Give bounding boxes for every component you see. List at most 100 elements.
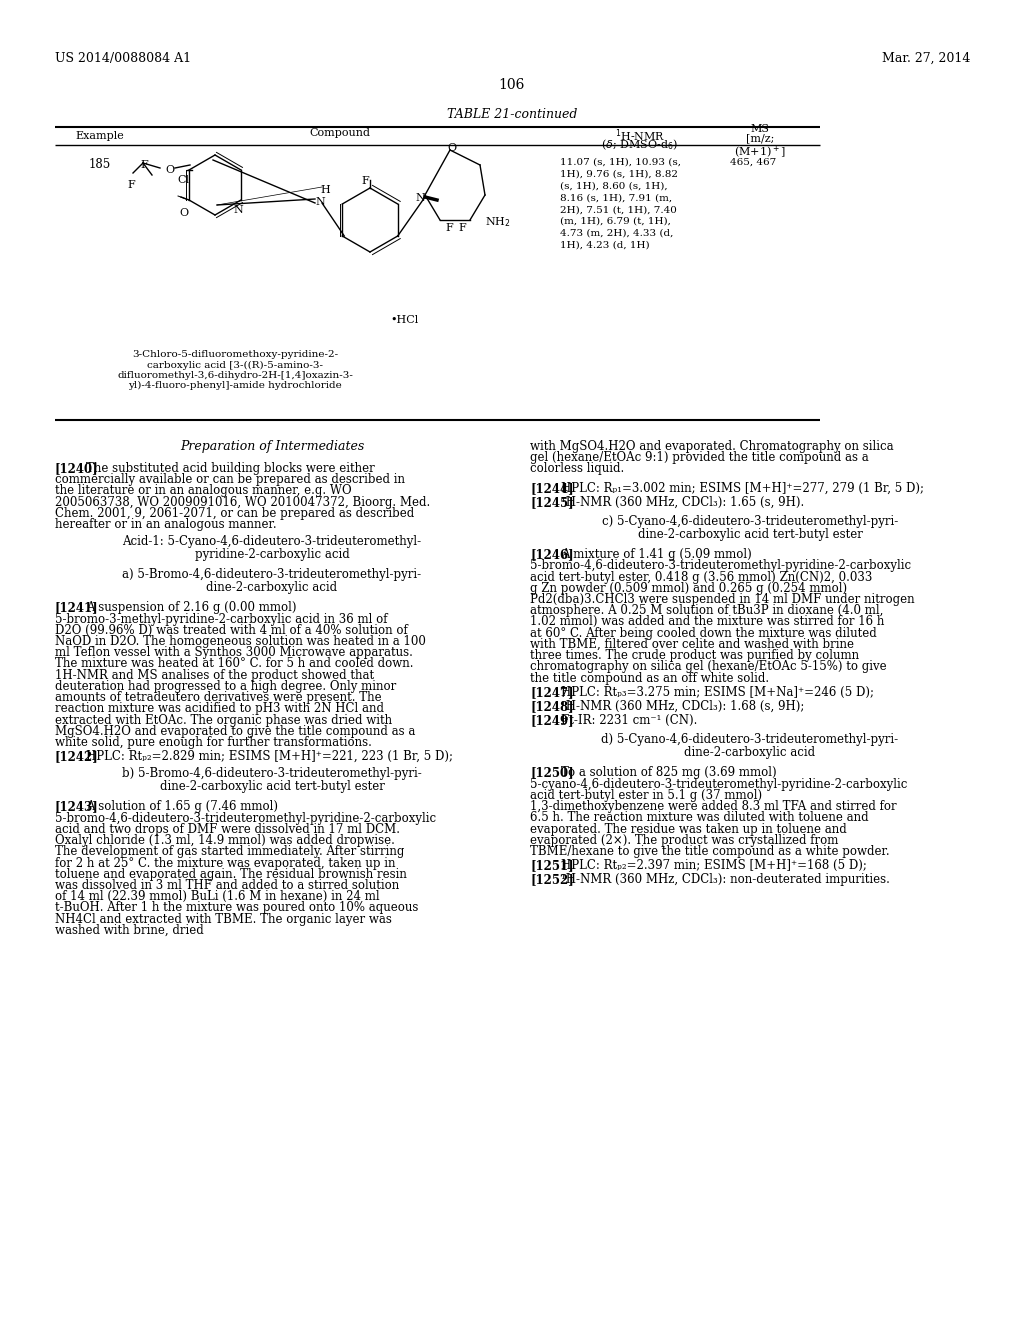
Text: [1244]: [1244] <box>530 482 573 495</box>
Text: D2O (99.96% D) was treated with 4 ml of a 40% solution of: D2O (99.96% D) was treated with 4 ml of … <box>55 624 408 636</box>
Text: Acid-1: 5-Cyano-4,6-dideutero-3-trideuteromethyl-: Acid-1: 5-Cyano-4,6-dideutero-3-trideute… <box>123 536 422 548</box>
Text: The mixture was heated at 160° C. for 5 h and cooled down.: The mixture was heated at 160° C. for 5 … <box>55 657 414 671</box>
Text: extracted with EtOAc. The organic phase was dried with: extracted with EtOAc. The organic phase … <box>55 714 392 726</box>
Text: 2005063738, WO 2009091016, WO 2010047372, Bioorg. Med.: 2005063738, WO 2009091016, WO 2010047372… <box>55 496 430 508</box>
Text: 5-cyano-4,6-dideutero-3-trideuteromethyl-pyridine-2-carboxylic: 5-cyano-4,6-dideutero-3-trideuteromethyl… <box>530 777 907 791</box>
Text: dine-2-carboxylic acid tert-butyl ester: dine-2-carboxylic acid tert-butyl ester <box>160 780 384 793</box>
Text: 11.07 (s, 1H), 10.93 (s,
1H), 9.76 (s, 1H), 8.82
(s, 1H), 8.60 (s, 1H),
8.16 (s,: 11.07 (s, 1H), 10.93 (s, 1H), 9.76 (s, 1… <box>560 158 681 249</box>
Text: [1242]: [1242] <box>55 750 98 763</box>
Text: HPLC: Rtₚ₃=3.275 min; ESIMS [M+Na]⁺=246 (5 D);: HPLC: Rtₚ₃=3.275 min; ESIMS [M+Na]⁺=246 … <box>561 686 874 698</box>
Text: Oxalyl chloride (1.3 ml, 14.9 mmol) was added dropwise.: Oxalyl chloride (1.3 ml, 14.9 mmol) was … <box>55 834 395 847</box>
Text: pyridine-2-carboxylic acid: pyridine-2-carboxylic acid <box>195 548 349 561</box>
Text: Cl: Cl <box>177 176 189 185</box>
Text: O: O <box>165 165 174 176</box>
Text: [1246]: [1246] <box>530 548 573 561</box>
Text: of 14 ml (22.39 mmol) BuLi (1.6 M in hexane) in 24 ml: of 14 ml (22.39 mmol) BuLi (1.6 M in hex… <box>55 890 380 903</box>
Text: ¹H-NMR (360 MHz, CDCl₃): 1.68 (s, 9H);: ¹H-NMR (360 MHz, CDCl₃): 1.68 (s, 9H); <box>561 700 805 713</box>
Text: amounts of tetradeutero derivatives were present. The: amounts of tetradeutero derivatives were… <box>55 692 382 704</box>
Text: The development of gas started immediately. After stirring: The development of gas started immediate… <box>55 845 404 858</box>
Text: F: F <box>361 176 369 186</box>
Text: a) 5-Bromo-4,6-dideutero-3-trideuteromethyl-pyri-: a) 5-Bromo-4,6-dideutero-3-trideuteromet… <box>123 569 422 581</box>
Text: A suspension of 2.16 g (0.00 mmol): A suspension of 2.16 g (0.00 mmol) <box>86 602 297 614</box>
Text: A mixture of 1.41 g (5.09 mmol): A mixture of 1.41 g (5.09 mmol) <box>561 548 752 561</box>
Text: O: O <box>447 143 456 153</box>
Text: ($\delta$; DMSO-d$_6$): ($\delta$; DMSO-d$_6$) <box>601 137 679 152</box>
Text: with MgSO4.H2O and evaporated. Chromatography on silica: with MgSO4.H2O and evaporated. Chromatog… <box>530 440 894 453</box>
Text: HPLC: Rtₚ₂=2.829 min; ESIMS [M+H]⁺=221, 223 (1 Br, 5 D);: HPLC: Rtₚ₂=2.829 min; ESIMS [M+H]⁺=221, … <box>86 750 453 763</box>
Text: c) 5-Cyano-4,6-dideutero-3-trideuteromethyl-pyri-: c) 5-Cyano-4,6-dideutero-3-trideuteromet… <box>602 515 898 528</box>
Text: at 60° C. After being cooled down the mixture was diluted: at 60° C. After being cooled down the mi… <box>530 627 877 640</box>
Text: dine-2-carboxylic acid tert-butyl ester: dine-2-carboxylic acid tert-butyl ester <box>638 528 862 541</box>
Text: [1243]: [1243] <box>55 800 98 813</box>
Text: hereafter or in an analogous manner.: hereafter or in an analogous manner. <box>55 519 276 531</box>
Text: 106: 106 <box>499 78 525 92</box>
Text: white solid, pure enough for further transformations.: white solid, pure enough for further tra… <box>55 737 372 748</box>
Text: g Zn powder (0.509 mmol) and 0.265 g (0.254 mmol): g Zn powder (0.509 mmol) and 0.265 g (0.… <box>530 582 847 595</box>
Text: ¹H-NMR (360 MHz, CDCl₃): non-deuterated impurities.: ¹H-NMR (360 MHz, CDCl₃): non-deuterated … <box>561 874 890 887</box>
Text: ¹H-NMR (360 MHz, CDCl₃): 1.65 (s, 9H).: ¹H-NMR (360 MHz, CDCl₃): 1.65 (s, 9H). <box>561 496 804 510</box>
Text: evaporated (2×). The product was crystallized from: evaporated (2×). The product was crystal… <box>530 834 839 846</box>
Text: F: F <box>445 223 453 234</box>
Text: acid tert-butyl ester in 5.1 g (37 mmol): acid tert-butyl ester in 5.1 g (37 mmol) <box>530 789 762 801</box>
Text: 185: 185 <box>89 158 112 172</box>
Text: [1250]: [1250] <box>530 767 573 779</box>
Text: $^1$H-NMR: $^1$H-NMR <box>614 127 666 144</box>
Text: Ft-IR: 2231 cm⁻¹ (CN).: Ft-IR: 2231 cm⁻¹ (CN). <box>561 714 697 727</box>
Text: Chem. 2001, 9, 2061-2071, or can be prepared as described: Chem. 2001, 9, 2061-2071, or can be prep… <box>55 507 415 520</box>
Text: 1H-NMR and MS analises of the product showed that: 1H-NMR and MS analises of the product sh… <box>55 669 374 681</box>
Text: 5-bromo-4,6-dideutero-3-trideuteromethyl-pyridine-2-carboxylic: 5-bromo-4,6-dideutero-3-trideuteromethyl… <box>530 560 911 573</box>
Text: dine-2-carboxylic acid: dine-2-carboxylic acid <box>207 581 338 594</box>
Text: NH$_2$: NH$_2$ <box>485 215 511 228</box>
Text: the title compound as an off white solid.: the title compound as an off white solid… <box>530 672 769 685</box>
Text: Compound: Compound <box>309 128 371 139</box>
Text: acid and two drops of DMF were dissolved in 17 ml DCM.: acid and two drops of DMF were dissolved… <box>55 822 400 836</box>
Text: NaOD in D2O. The homogeneous solution was heated in a 100: NaOD in D2O. The homogeneous solution wa… <box>55 635 426 648</box>
Text: d) 5-Cyano-4,6-dideutero-3-trideuteromethyl-pyri-: d) 5-Cyano-4,6-dideutero-3-trideuteromet… <box>601 734 899 746</box>
Text: N: N <box>233 205 243 215</box>
Text: was dissolved in 3 ml THF and added to a stirred solution: was dissolved in 3 ml THF and added to a… <box>55 879 399 892</box>
Text: [m/z;: [m/z; <box>745 133 774 143</box>
Text: 465, 467: 465, 467 <box>730 158 776 168</box>
Text: colorless liquid.: colorless liquid. <box>530 462 625 475</box>
Text: t-BuOH. After 1 h the mixture was poured onto 10% aqueous: t-BuOH. After 1 h the mixture was poured… <box>55 902 419 915</box>
Text: N: N <box>415 193 425 203</box>
Text: The substituted acid building blocks were either: The substituted acid building blocks wer… <box>86 462 375 475</box>
Text: MS: MS <box>751 124 769 135</box>
Text: evaporated. The residue was taken up in toluene and: evaporated. The residue was taken up in … <box>530 822 847 836</box>
Text: [1245]: [1245] <box>530 496 573 510</box>
Text: US 2014/0088084 A1: US 2014/0088084 A1 <box>55 51 191 65</box>
Text: To a solution of 825 mg (3.69 mmol): To a solution of 825 mg (3.69 mmol) <box>561 767 776 779</box>
Text: with TBME, filtered over celite and washed with brine: with TBME, filtered over celite and wash… <box>530 638 854 651</box>
Text: washed with brine, dried: washed with brine, dried <box>55 924 204 937</box>
Text: 5-bromo-3-methyl-pyridine-2-carboxylic acid in 36 ml of: 5-bromo-3-methyl-pyridine-2-carboxylic a… <box>55 612 387 626</box>
Text: 5-bromo-4,6-dideutero-3-trideuteromethyl-pyridine-2-carboxylic: 5-bromo-4,6-dideutero-3-trideuteromethyl… <box>55 812 436 825</box>
Text: Preparation of Intermediates: Preparation of Intermediates <box>180 440 365 453</box>
Text: Example: Example <box>76 131 124 141</box>
Text: [1252]: [1252] <box>530 874 573 887</box>
Text: 1,3-dimethoxybenzene were added 8.3 ml TFA and stirred for: 1,3-dimethoxybenzene were added 8.3 ml T… <box>530 800 897 813</box>
Text: 1.02 mmol) was added and the mixture was stirred for 16 h: 1.02 mmol) was added and the mixture was… <box>530 615 885 628</box>
Text: •HCl: •HCl <box>390 315 418 325</box>
Text: MgSO4.H2O and evaporated to give the title compound as a: MgSO4.H2O and evaporated to give the tit… <box>55 725 416 738</box>
Text: A solution of 1.65 g (7.46 mmol): A solution of 1.65 g (7.46 mmol) <box>86 800 279 813</box>
Text: b) 5-Bromo-4,6-dideutero-3-trideuteromethyl-pyri-: b) 5-Bromo-4,6-dideutero-3-trideuteromet… <box>122 767 422 780</box>
Text: O: O <box>179 209 188 218</box>
Text: gel (hexane/EtOAc 9:1) provided the title compound as a: gel (hexane/EtOAc 9:1) provided the titl… <box>530 451 868 465</box>
Text: deuteration had progressed to a high degree. Only minor: deuteration had progressed to a high deg… <box>55 680 396 693</box>
Text: acid tert-butyl ester, 0.418 g (3.56 mmol) Zn(CN)2, 0.033: acid tert-butyl ester, 0.418 g (3.56 mmo… <box>530 570 872 583</box>
Text: [1247]: [1247] <box>530 686 573 698</box>
Text: F: F <box>127 180 135 190</box>
Text: ml Teflon vessel with a Synthos 3000 Microwave apparatus.: ml Teflon vessel with a Synthos 3000 Mic… <box>55 647 413 659</box>
Text: TABLE 21-continued: TABLE 21-continued <box>446 108 578 121</box>
Text: commercially available or can be prepared as described in: commercially available or can be prepare… <box>55 474 406 486</box>
Text: toluene and evaporated again. The residual brownish resin: toluene and evaporated again. The residu… <box>55 867 407 880</box>
Text: [1249]: [1249] <box>530 714 573 727</box>
Text: 3-Chloro-5-difluoromethoxy-pyridine-2-
carboxylic acid [3-((R)-5-amino-3-
difluo: 3-Chloro-5-difluoromethoxy-pyridine-2- c… <box>117 350 353 391</box>
Text: F: F <box>458 223 466 234</box>
Text: 6.5 h. The reaction mixture was diluted with toluene and: 6.5 h. The reaction mixture was diluted … <box>530 812 868 824</box>
Text: Mar. 27, 2014: Mar. 27, 2014 <box>882 51 970 65</box>
Text: dine-2-carboxylic acid: dine-2-carboxylic acid <box>684 746 815 759</box>
Text: reaction mixture was acidified to pH3 with 2N HCl and: reaction mixture was acidified to pH3 wi… <box>55 702 384 715</box>
Text: for 2 h at 25° C. the mixture was evaporated, taken up in: for 2 h at 25° C. the mixture was evapor… <box>55 857 395 870</box>
Text: HPLC: Rtₚ₂=2.397 min; ESIMS [M+H]⁺=168 (5 D);: HPLC: Rtₚ₂=2.397 min; ESIMS [M+H]⁺=168 (… <box>561 859 867 873</box>
